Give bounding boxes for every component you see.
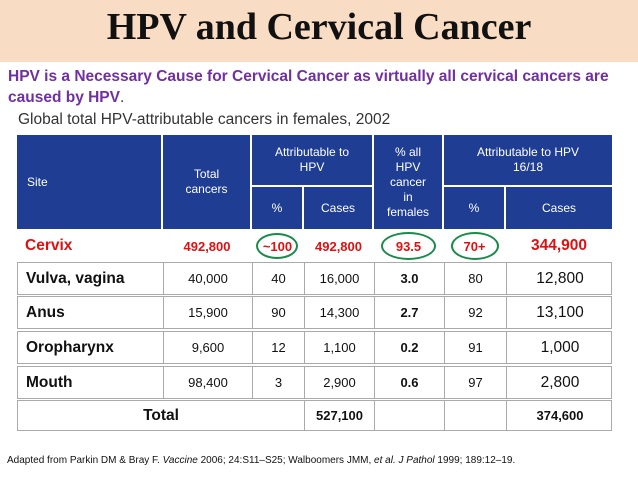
cell-total: 15,900	[188, 305, 228, 320]
cell-cases-1618: 13,100	[536, 303, 584, 321]
citation-journal: Vaccine	[162, 455, 198, 466]
citation-etal: et al. J Pathol	[374, 455, 435, 466]
cell-total: 40,000	[188, 271, 228, 286]
header-site: Site	[17, 135, 161, 229]
cell-pct-all: 3.0	[400, 271, 419, 286]
header-attr-hpv: Attributable to HPV	[252, 135, 372, 185]
citation-part: 2006; 24:S11–S25; Walboomers JMM,	[197, 455, 375, 466]
cell-cases: 14,300	[319, 305, 360, 320]
header-cases-1618: Cases	[506, 187, 612, 229]
cell-cases-1618: 1,000	[540, 338, 580, 356]
table-subtitle: Global total HPV-attributable cancers in…	[18, 111, 391, 128]
cell-site: Anus	[26, 303, 65, 321]
cell-site: Mouth	[26, 373, 73, 391]
cell-pct: 12	[271, 340, 286, 355]
highlight-oval-pct-all	[381, 232, 436, 260]
header-pct-1618: %	[444, 187, 504, 229]
cell-site: Cervix	[25, 237, 73, 254]
citation: Adapted from Parkin DM & Bray F. Vaccine…	[7, 455, 515, 466]
cell-cases-1618: 344,900	[530, 237, 588, 254]
intro-main: HPV is a Necessary Cause for Cervical Ca…	[8, 68, 609, 106]
cell-site: Vulva, vagina	[26, 269, 125, 287]
table-row-anus: Anus 15,900 90 14,300 2.7 92 13,100	[17, 296, 612, 329]
header-total: Total cancers	[163, 135, 250, 229]
header-attr-1618: Attributable to HPV 16/18	[444, 135, 612, 185]
cell-pct-all: 2.7	[400, 305, 419, 320]
table-row-total: Total 527,100 374,600	[17, 400, 612, 431]
header-pct: %	[252, 187, 302, 229]
cell-total-cases: 527,100	[316, 408, 363, 423]
table-row-mouth: Mouth 98,400 3 2,900 0.6 97 2,800	[17, 366, 612, 399]
intro-text: HPV is a Necessary Cause for Cervical Ca…	[8, 66, 633, 108]
cell-total-label: Total	[143, 406, 179, 424]
highlight-oval-pct	[256, 233, 298, 259]
table-row-oropharynx: Oropharynx 9,600 12 1,100 0.2 91 1,000	[17, 331, 612, 364]
cell-pct-all: 0.6	[400, 375, 419, 390]
cell-cases-1618: 12,800	[536, 269, 584, 287]
cell-cases: 16,000	[319, 271, 360, 286]
cell-pct-1618: 92	[468, 305, 483, 320]
title-banner	[0, 0, 638, 62]
cell-pct: 90	[271, 305, 286, 320]
cell-total: 9,600	[191, 340, 225, 355]
cell-total: 492,800	[183, 238, 231, 254]
cell-pct: 3	[274, 375, 283, 390]
cell-site: Oropharynx	[26, 338, 114, 356]
cell-pct: 40	[271, 271, 286, 286]
cell-cases: 492,800	[315, 238, 362, 254]
header-pct-all: % all HPV cancer in females	[374, 135, 442, 229]
cell-cases: 2,900	[323, 375, 356, 390]
header-cases: Cases	[304, 187, 372, 229]
table-row-vulva: Vulva, vagina 40,000 40 16,000 3.0 80 12…	[17, 262, 612, 295]
hpv-cancer-table: Site Total cancers Attributable to HPV %…	[17, 135, 612, 431]
cell-pct-1618: 80	[468, 271, 483, 286]
citation-part: Adapted from Parkin DM & Bray F.	[7, 455, 163, 466]
table-row-cervix: Cervix 492,800 ~100 492,800 93.5 70+ 344…	[17, 231, 612, 261]
cell-cases: 1,100	[323, 340, 356, 355]
page-title: HPV and Cervical Cancer	[106, 6, 532, 48]
cell-pct-all: 0.2	[400, 340, 419, 355]
cell-pct-1618: 91	[468, 340, 483, 355]
cell-total: 98,400	[188, 375, 228, 390]
highlight-oval-pct-1618	[451, 232, 499, 260]
cell-pct-1618: 97	[468, 375, 483, 390]
citation-part: 1999; 189:12–19.	[434, 455, 516, 466]
cell-cases-1618: 2,800	[540, 373, 580, 391]
cell-total-cases-1618: 374,600	[536, 408, 584, 423]
intro-dot: .	[120, 89, 125, 106]
